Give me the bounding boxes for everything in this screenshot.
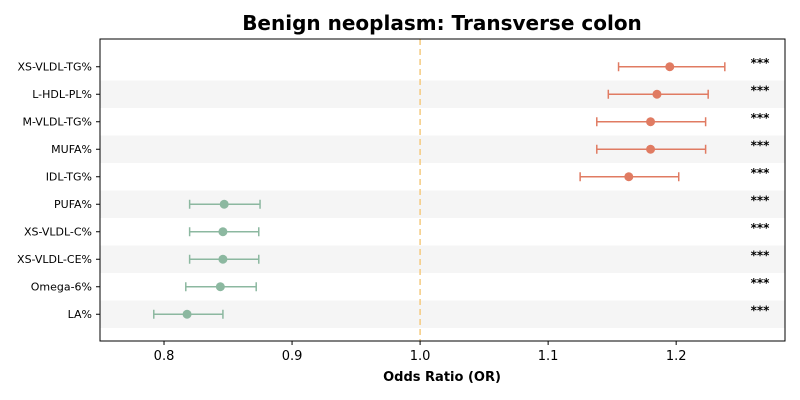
significance-label: *** <box>751 138 771 152</box>
or-point <box>218 254 228 264</box>
significance-labels: *** *** *** *** *** *** *** *** *** *** <box>751 56 771 318</box>
or-point <box>646 117 656 127</box>
y-tick-label: PUFA% <box>54 198 92 211</box>
x-tick-label: 1.0 <box>410 349 431 364</box>
significance-label: *** <box>751 248 771 262</box>
or-point <box>624 172 634 182</box>
plot-frame <box>99 38 786 342</box>
significance-label: *** <box>751 221 771 235</box>
or-point <box>182 309 192 319</box>
significance-label: *** <box>751 111 771 125</box>
x-tick-label: 0.8 <box>154 349 175 364</box>
y-tick-label: MUFA% <box>51 143 92 156</box>
x-tick-label: 1.1 <box>538 349 559 364</box>
significance-label: *** <box>751 303 771 317</box>
or-point <box>218 227 228 237</box>
or-point <box>646 144 656 154</box>
x-tick-label: 0.9 <box>282 349 303 364</box>
y-tick-label: XS-VLDL-TG% <box>17 60 92 73</box>
x-axis: 0.8 0.9 1.0 1.1 1.2 <box>154 341 687 364</box>
y-tick-label: Omega-6% <box>31 280 92 293</box>
y-tick-label: XS-VLDL-CE% <box>17 253 92 266</box>
y-tick-label: M-VLDL-TG% <box>22 115 92 128</box>
or-point <box>665 62 675 72</box>
x-tick-label: 1.2 <box>666 349 687 364</box>
or-point <box>652 89 662 99</box>
significance-label: *** <box>751 56 771 70</box>
y-axis: XS-VLDL-TG% L-HDL-PL% M-VLDL-TG% MUFA% IDL-T… <box>17 60 100 321</box>
x-axis-label: Odds Ratio (OR) <box>383 370 501 385</box>
y-tick-label: XS-VLDL-C% <box>24 225 92 238</box>
significance-label: *** <box>751 276 771 290</box>
significance-label: *** <box>751 166 771 180</box>
y-tick-label: L-HDL-PL% <box>32 88 92 101</box>
y-tick-label: IDL-TG% <box>46 170 92 183</box>
significance-label: *** <box>751 83 771 97</box>
y-tick-label: LA% <box>68 308 92 321</box>
significance-label: *** <box>751 193 771 207</box>
or-point <box>215 282 225 292</box>
chart-title: Benign neoplasm: Transverse colon <box>242 11 642 35</box>
or-point <box>219 199 229 209</box>
plot-marks <box>153 62 726 319</box>
